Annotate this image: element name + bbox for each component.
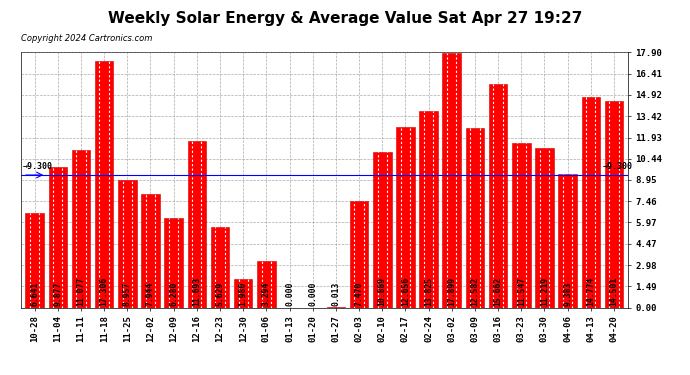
- Bar: [72, 150, 90, 308]
- Text: 6.641: 6.641: [30, 282, 39, 306]
- Text: Weekly Solar Energy & Average Value Sat Apr 27 19:27: Weekly Solar Energy & Average Value Sat …: [108, 11, 582, 26]
- Text: 17.899: 17.899: [447, 277, 456, 306]
- Text: →9.300: →9.300: [23, 162, 53, 171]
- Bar: [164, 218, 183, 308]
- Text: 15.662: 15.662: [493, 277, 502, 306]
- Text: 9.383: 9.383: [563, 282, 572, 306]
- Bar: [582, 97, 600, 308]
- Bar: [604, 101, 623, 308]
- Text: 3.294: 3.294: [262, 282, 271, 306]
- Bar: [420, 111, 438, 308]
- Bar: [373, 152, 391, 308]
- Text: 5.629: 5.629: [215, 282, 224, 306]
- Text: 0.000: 0.000: [285, 282, 294, 306]
- Text: 11.219: 11.219: [540, 277, 549, 306]
- Text: 13.825: 13.825: [424, 277, 433, 306]
- Text: 11.693: 11.693: [193, 277, 201, 306]
- Bar: [118, 180, 137, 308]
- Text: 12.582: 12.582: [471, 277, 480, 306]
- Bar: [396, 127, 415, 308]
- Bar: [210, 227, 229, 308]
- Text: 7.470: 7.470: [355, 282, 364, 306]
- Text: 12.656: 12.656: [401, 277, 410, 306]
- Text: 11.077: 11.077: [77, 277, 86, 306]
- Text: Copyright 2024 Cartronics.com: Copyright 2024 Cartronics.com: [21, 34, 152, 43]
- Text: 14.774: 14.774: [586, 277, 595, 306]
- Text: 1.980: 1.980: [239, 282, 248, 306]
- Bar: [234, 279, 253, 308]
- Bar: [558, 174, 577, 308]
- Bar: [466, 128, 484, 308]
- Bar: [257, 261, 275, 308]
- Text: 17.306: 17.306: [99, 277, 108, 306]
- Bar: [442, 53, 461, 308]
- Bar: [489, 84, 507, 308]
- Bar: [535, 148, 554, 308]
- Text: 9.877: 9.877: [53, 282, 62, 306]
- Bar: [141, 194, 160, 308]
- Text: 0.000: 0.000: [308, 282, 317, 306]
- Text: 7.944: 7.944: [146, 282, 155, 306]
- Text: 6.280: 6.280: [169, 282, 178, 306]
- Text: 8.957: 8.957: [123, 282, 132, 306]
- Text: 10.889: 10.889: [377, 277, 386, 306]
- Bar: [512, 143, 531, 308]
- Text: →9.300: →9.300: [602, 162, 633, 171]
- Bar: [48, 167, 67, 308]
- Text: 11.547: 11.547: [517, 277, 526, 306]
- Bar: [350, 201, 368, 308]
- Text: 14.501: 14.501: [609, 277, 618, 306]
- Bar: [188, 141, 206, 308]
- Bar: [26, 213, 44, 308]
- Bar: [95, 61, 113, 308]
- Text: 0.013: 0.013: [331, 282, 340, 306]
